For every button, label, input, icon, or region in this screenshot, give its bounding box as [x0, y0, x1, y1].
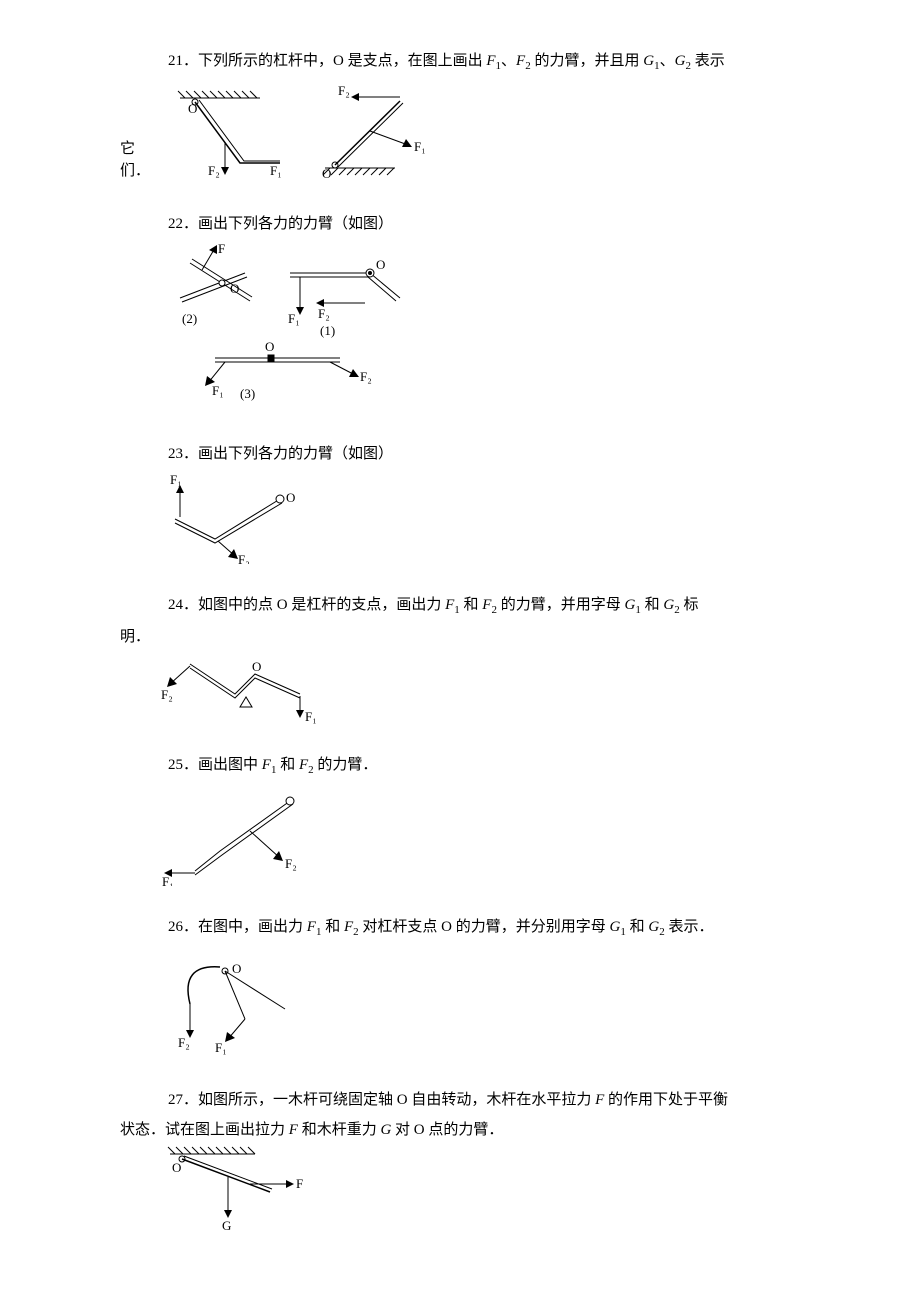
q23-svg: O F₁ F₂ — [160, 474, 320, 564]
svg-text:F₁: F₁ — [212, 383, 224, 398]
q27-text: 27．如图所示，一木杆可绕固定轴 O 自由转动，木杆在水平拉力 F 的作用下处于… — [168, 1089, 800, 1112]
svg-text:F₁: F₁ — [170, 474, 182, 487]
svg-text:F₁: F₁ — [305, 709, 317, 724]
question-23: 23．画出下列各力的力臂（如图） O F₁ F₂ — [120, 443, 800, 564]
svg-text:O: O — [232, 961, 241, 976]
q21-text: 21．下列所示的杠杆中，O 是支点，在图上画出 F1、F2 的力臂，并且用 G1… — [168, 50, 800, 75]
q27-figure: O F G — [160, 1142, 800, 1232]
svg-text:O: O — [172, 1160, 181, 1175]
svg-text:F₂: F₂ — [318, 306, 330, 321]
q26-svg: O F₂ F₁ — [160, 949, 320, 1059]
svg-text:O: O — [376, 257, 385, 272]
q26-figure: O F₂ F₁ — [160, 949, 800, 1059]
q21-figure: O F₂ F₁ O — [170, 83, 430, 183]
svg-text:(1): (1) — [320, 323, 335, 338]
question-22: 22．画出下列各力的力臂（如图） F O (2) — [120, 213, 800, 414]
svg-text:F₂: F₂ — [178, 1035, 190, 1050]
svg-text:F₁: F₁ — [162, 874, 174, 886]
q25-figure: F₁ F₂ — [160, 786, 800, 886]
q24-trail: 明． — [120, 626, 800, 649]
svg-text:F₂: F₂ — [208, 163, 220, 178]
svg-text:F₁: F₁ — [270, 163, 282, 178]
q21-trail: 它们． — [120, 138, 160, 183]
q25-svg: F₁ F₂ — [160, 786, 330, 886]
q22-svg: F O (2) O F₁ F₂ (1) — [160, 243, 420, 413]
svg-text:G: G — [222, 1218, 231, 1232]
svg-text:O: O — [252, 659, 261, 674]
question-21: 21．下列所示的杠杆中，O 是支点，在图上画出 F1、F2 的力臂，并且用 G1… — [120, 50, 800, 183]
q24-svg: O F₂ F₁ — [160, 649, 340, 724]
svg-text:O: O — [286, 490, 295, 505]
svg-text:(3): (3) — [240, 386, 255, 401]
svg-text:O: O — [230, 281, 239, 296]
svg-text:F₂: F₂ — [338, 83, 350, 98]
question-26: 26．在图中，画出力 F1 和 F2 对杠杆支点 O 的力臂，并分别用字母 G1… — [120, 916, 800, 1059]
q21-svg: O F₂ F₁ O — [170, 83, 430, 183]
q23-figure: O F₁ F₂ — [160, 474, 800, 564]
q22-text: 22．画出下列各力的力臂（如图） — [168, 213, 800, 236]
svg-text:F: F — [296, 1176, 303, 1191]
q24-text: 24．如图中的点 O 是杠杆的支点，画出力 F1 和 F2 的力臂，并用字母 G… — [168, 594, 800, 619]
svg-text:F₁: F₁ — [288, 311, 300, 326]
q23-text: 23．画出下列各力的力臂（如图） — [168, 443, 800, 466]
q22-figure: F O (2) O F₁ F₂ (1) — [160, 243, 800, 413]
svg-text:O: O — [265, 339, 274, 354]
svg-text:F₂: F₂ — [238, 552, 250, 564]
q27-svg: O F G — [160, 1142, 330, 1232]
svg-text:F₂: F₂ — [161, 687, 173, 702]
svg-text:O: O — [322, 166, 331, 181]
q25-text: 25．画出图中 F1 和 F2 的力臂． — [168, 754, 800, 779]
q26-text: 26．在图中，画出力 F1 和 F2 对杠杆支点 O 的力臂，并分别用字母 G1… — [168, 916, 800, 941]
svg-text:F₁: F₁ — [215, 1040, 227, 1055]
question-27: 27．如图所示，一木杆可绕固定轴 O 自由转动，木杆在水平拉力 F 的作用下处于… — [120, 1089, 800, 1232]
svg-text:F: F — [218, 243, 225, 256]
q21-num: 21． — [168, 53, 198, 69]
svg-text:(2): (2) — [182, 311, 197, 326]
question-24: 24．如图中的点 O 是杠杆的支点，画出力 F1 和 F2 的力臂，并用字母 G… — [120, 594, 800, 724]
svg-text:F₂: F₂ — [360, 369, 372, 384]
svg-text:F₁: F₁ — [414, 139, 426, 154]
question-25: 25．画出图中 F1 和 F2 的力臂． F₁ F₂ — [120, 754, 800, 887]
q24-figure: O F₂ F₁ — [160, 649, 800, 724]
svg-text:F₂: F₂ — [285, 856, 297, 871]
q27-line2: 状态．试在图上画出拉力 F 和木杆重力 G 对 O 点的力臂． — [120, 1119, 800, 1142]
